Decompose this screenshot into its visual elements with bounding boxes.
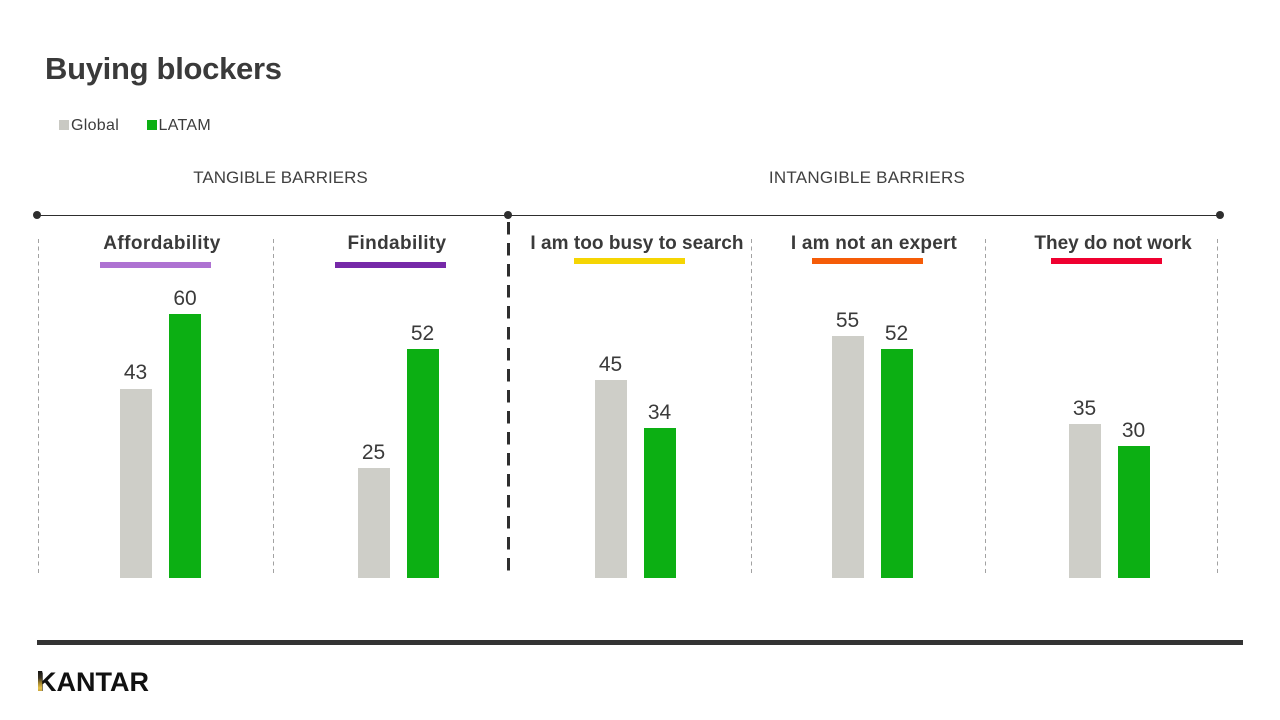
- svg-text:KANTAR: KANTAR: [37, 667, 149, 696]
